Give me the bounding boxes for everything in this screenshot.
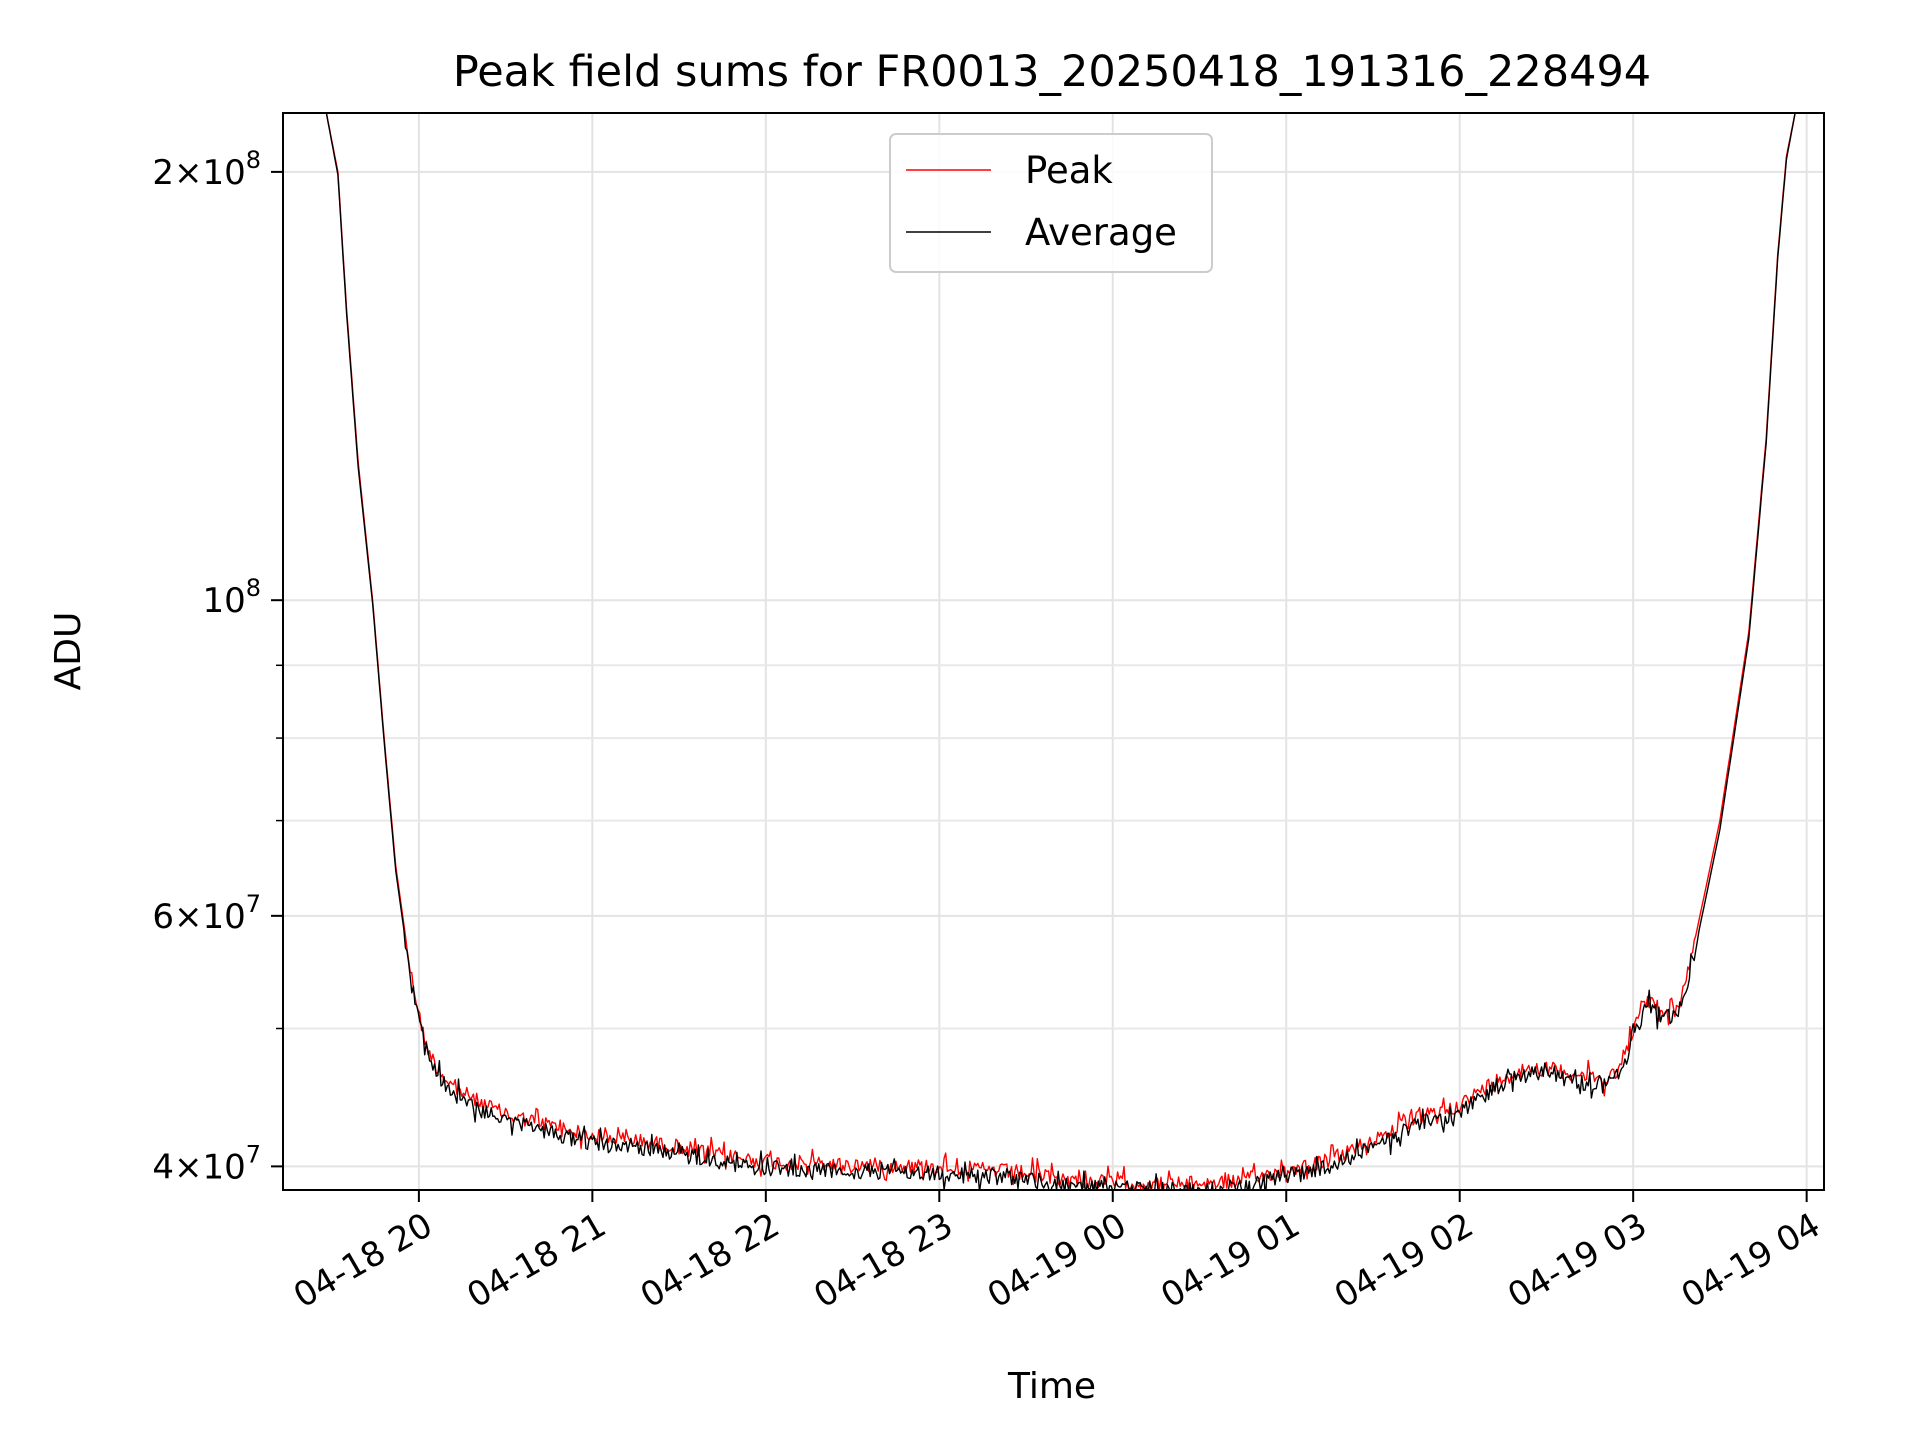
x-tick-label: 04-19 04 [1675,1205,1827,1316]
x-tick-label: 04-18 22 [634,1205,786,1316]
x-tick-label: 04-19 02 [1328,1205,1480,1316]
y-tick-base: 10 [202,581,245,621]
y-tick-times: ×10 [174,897,246,937]
x-tick-label: 04-18 23 [807,1205,959,1316]
series-line-average [283,113,1824,1190]
legend-label-peak: Peak [1025,149,1113,192]
x-axis: 04-18 20 04-18 21 04-18 22 04-18 23 04-19 00… [287,1190,1827,1316]
y-tick-exponent: 8 [246,146,261,174]
legend-box [889,133,1213,273]
grid-lines [283,113,1824,1190]
series-line-peak [283,113,1824,1190]
chart-title: Peak field sums for FR0013_20250418_1913… [453,47,1651,97]
y-axis-title: ADU [48,612,89,691]
y-tick-label: 108 [202,574,261,621]
y-tick-mantissa: 2 [152,153,174,193]
legend[interactable]: Peak Average [889,133,1213,273]
y-tick-exponent: 7 [246,1140,261,1168]
y-tick-mantissa: 6 [152,897,174,937]
y-tick-label: 4×107 [152,1140,261,1187]
y-tick-label: 6×107 [152,890,261,937]
x-tick-label: 04-19 03 [1501,1205,1653,1316]
series-lines [283,113,1824,1190]
y-tick-exponent: 8 [246,574,261,602]
y-tick-mantissa: 4 [152,1147,174,1187]
legend-label-average: Average [1025,211,1177,254]
y-tick-times: ×10 [174,1147,246,1187]
x-tick-label: 04-19 00 [981,1205,1133,1316]
y-tick-label: 2×108 [152,146,261,193]
x-axis-title: Time [1007,1366,1096,1407]
x-tick-label: 04-19 01 [1154,1205,1306,1316]
x-tick-label: 04-18 21 [460,1205,612,1316]
plot-frame [282,112,1825,1191]
x-tick-label: 04-18 20 [287,1205,439,1316]
y-tick-exponent: 7 [246,890,261,918]
y-tick-times: ×10 [174,153,246,193]
